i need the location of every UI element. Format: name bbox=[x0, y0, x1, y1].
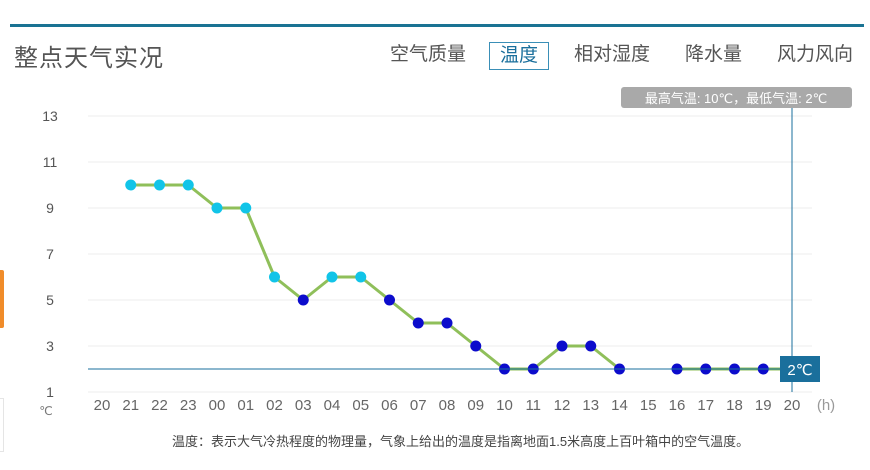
side-frame bbox=[0, 398, 4, 452]
x-tick-label: 23 bbox=[180, 397, 197, 414]
crosshair-value-label: 2℃ bbox=[787, 362, 812, 379]
grid-lines bbox=[88, 115, 812, 393]
x-tick-label: 20 bbox=[94, 397, 111, 414]
y-tick-label: 7 bbox=[46, 246, 54, 262]
summary-badge-bg bbox=[621, 87, 852, 108]
x-tick-label: 18 bbox=[726, 397, 743, 414]
tab-air-quality[interactable]: 空气质量 bbox=[390, 44, 467, 65]
data-point[interactable] bbox=[240, 202, 252, 214]
x-tick-label: 13 bbox=[582, 397, 599, 414]
footer-note: 温度：表示大气冷热程度的物理量，气象上给出的温度是指离地面1.5米高度上百叶箱中… bbox=[172, 434, 750, 449]
tab-temperature[interactable]: 温度 bbox=[489, 42, 550, 70]
data-point[interactable] bbox=[154, 179, 165, 191]
data-point[interactable] bbox=[556, 340, 568, 352]
data-point[interactable] bbox=[182, 179, 194, 191]
metric-tabs: 空气质量 温度 相对湿度 降水量 风力风向 bbox=[0, 42, 870, 72]
top-rule bbox=[10, 24, 864, 27]
crosshair: 2℃ bbox=[88, 100, 820, 392]
tab-relative-humidity[interactable]: 相对湿度 bbox=[574, 44, 651, 65]
x-tick-label: 04 bbox=[324, 397, 341, 414]
x-tick-label: 17 bbox=[697, 397, 714, 414]
y-tick-label: 3 bbox=[46, 338, 54, 354]
tab-precipitation[interactable]: 降水量 bbox=[685, 44, 743, 65]
page-title: 整点天气实况 bbox=[14, 45, 164, 72]
x-tick-label: 06 bbox=[381, 397, 398, 414]
data-point[interactable] bbox=[326, 271, 338, 283]
x-tick-label: 15 bbox=[640, 397, 657, 414]
x-tick-label: 10 bbox=[496, 397, 513, 414]
data-point[interactable] bbox=[470, 340, 482, 352]
x-tick-label: 20 bbox=[784, 397, 801, 414]
x-tick-label: 08 bbox=[439, 397, 456, 414]
crosshair-value-box bbox=[780, 356, 820, 382]
summary-badge-text: 最高气温: 10℃，最低气温: 2℃ bbox=[645, 91, 827, 106]
data-point[interactable] bbox=[297, 294, 309, 306]
data-point[interactable] bbox=[441, 317, 453, 329]
x-tick-label: 02 bbox=[266, 397, 283, 414]
x-tick-label: 00 bbox=[209, 397, 226, 414]
x-tick-label: 09 bbox=[467, 397, 484, 414]
data-point[interactable] bbox=[384, 294, 395, 306]
data-point[interactable] bbox=[412, 317, 424, 329]
data-point[interactable] bbox=[125, 179, 137, 191]
x-tick-labels: 20 21 22 23 00 01 02 03 04 05 06 07 08 09 10 11 12 13 14 15… bbox=[94, 397, 801, 414]
y-tick-label: 9 bbox=[46, 200, 54, 216]
side-accent-bar bbox=[0, 270, 4, 328]
x-tick-label: 11 bbox=[525, 397, 541, 414]
series-line bbox=[130, 183, 792, 371]
y-tick-label: 5 bbox=[46, 292, 54, 308]
data-point[interactable] bbox=[269, 271, 280, 283]
x-tick-label: 19 bbox=[755, 397, 772, 414]
x-tick-label: 21 bbox=[122, 397, 139, 414]
y-tick-label: 1 bbox=[46, 384, 54, 400]
y-unit-label: ℃ bbox=[39, 404, 52, 418]
x-tick-label: 16 bbox=[669, 397, 686, 414]
summary-badge: 最高气温: 10℃，最低气温: 2℃ bbox=[621, 87, 852, 108]
x-tick-label: 03 bbox=[295, 397, 312, 414]
data-point[interactable] bbox=[211, 202, 223, 214]
x-tick-label: 22 bbox=[151, 397, 168, 414]
x-tick-label: 12 bbox=[554, 397, 571, 414]
y-tick-label: 13 bbox=[42, 108, 58, 124]
x-unit-label: (h) bbox=[817, 397, 835, 414]
x-tick-label: 01 bbox=[237, 397, 254, 414]
data-point[interactable] bbox=[585, 340, 597, 352]
series-line-segment bbox=[130, 183, 621, 371]
y-tick-label: 11 bbox=[43, 154, 58, 170]
data-point[interactable] bbox=[355, 271, 367, 283]
x-tick-label: 07 bbox=[410, 397, 427, 414]
x-tick-label: 05 bbox=[352, 397, 369, 414]
x-tick-label: 14 bbox=[611, 397, 628, 414]
tab-wind[interactable]: 风力风向 bbox=[777, 44, 854, 65]
